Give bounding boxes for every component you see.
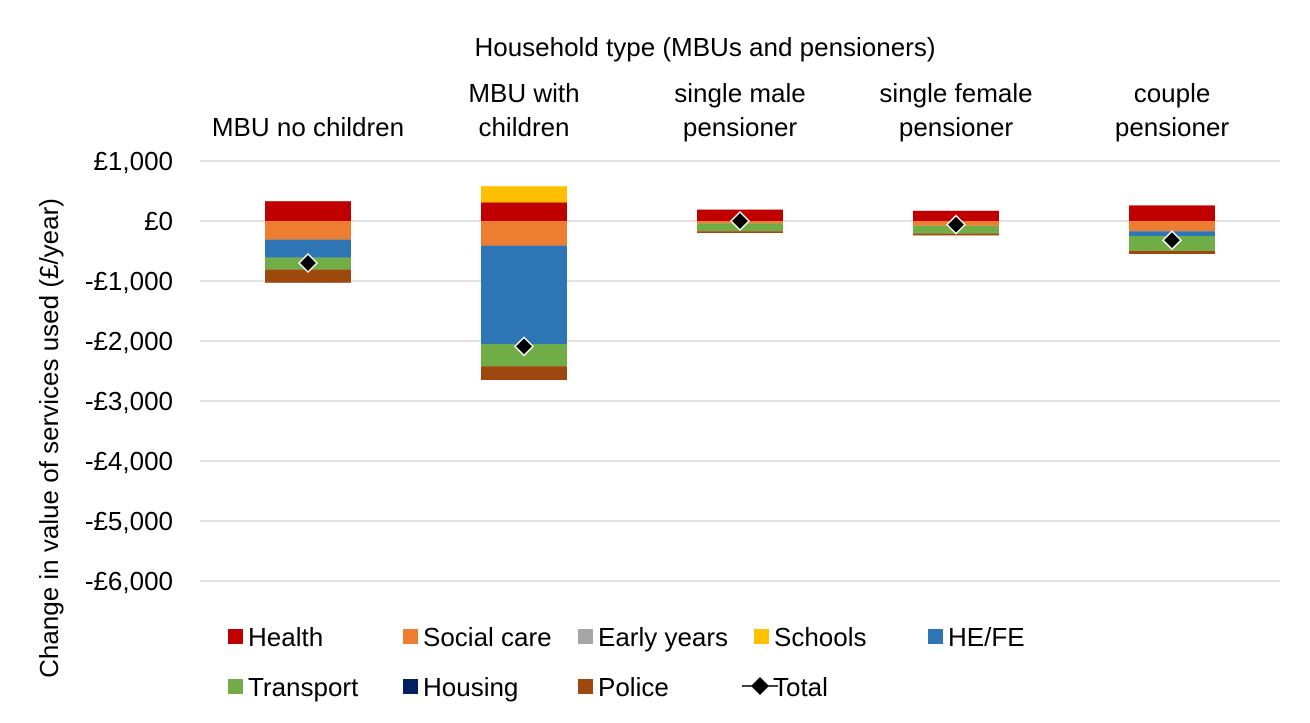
y-tick-label: -£4,000: [85, 446, 173, 476]
bar-segment-health: [481, 202, 567, 221]
legend-label: Social care: [423, 622, 552, 652]
y-tick-label: £0: [144, 206, 173, 236]
legend: Health Social care Early years Schools HE/FE…: [228, 622, 1025, 702]
gridlines: [200, 160, 1280, 582]
category-label: single male: [674, 78, 806, 108]
category-label: pensioner: [1115, 112, 1230, 142]
legend-swatch: [228, 679, 243, 694]
legend-label: HE/FE: [948, 622, 1025, 652]
legend-label: Health: [248, 622, 323, 652]
legend-label: Transport: [248, 672, 359, 702]
y-tick-label: -£6,000: [85, 566, 173, 596]
category-label: pensioner: [899, 112, 1014, 142]
total-marker: [945, 214, 967, 235]
category-label: single female: [879, 78, 1032, 108]
y-tick-label: £1,000: [93, 146, 173, 176]
y-tick-label: -£5,000: [85, 506, 173, 536]
bar-segment-he-fe: [481, 245, 567, 344]
category-label: couple: [1134, 78, 1211, 108]
legend-swatch: [578, 629, 593, 644]
legend-label: Schools: [774, 622, 867, 652]
legend-swatch: [403, 679, 418, 694]
legend-total-marker: [751, 677, 769, 695]
bar-segment-police: [265, 269, 351, 283]
bar-segment-health: [1129, 205, 1215, 221]
total-marker: [513, 336, 535, 357]
chart-title: Household type (MBUs and pensioners): [474, 32, 935, 62]
category-label: MBU no children: [212, 112, 404, 142]
legend-swatch: [578, 679, 593, 694]
legend-label: Housing: [423, 672, 518, 702]
y-axis-title: Change in value of services used (£/year…: [34, 198, 64, 678]
total-marker: [729, 210, 751, 232]
legend-swatch: [403, 629, 418, 644]
y-tick-label: -£3,000: [85, 386, 173, 416]
bar-segment-schools: [481, 186, 567, 203]
bar-segment-police: [1129, 251, 1215, 254]
bar-segment-social-care: [265, 221, 351, 240]
legend-label: Police: [598, 672, 669, 702]
bar-segment-social-care: [481, 221, 567, 246]
category-label: MBU with: [468, 78, 579, 108]
bar-segment-police: [481, 366, 567, 380]
y-tick-label: -£2,000: [85, 326, 173, 356]
total-marker: [1161, 230, 1183, 251]
category-label: pensioner: [683, 112, 798, 142]
legend-swatch: [754, 629, 769, 644]
category-labels: MBU no children MBU with children single ma…: [212, 78, 1230, 142]
bar-segment-police: [697, 231, 783, 233]
category-label: children: [478, 112, 569, 142]
legend-swatch: [928, 629, 943, 644]
legend-label: Total: [773, 672, 828, 702]
legend-swatch: [228, 629, 243, 644]
bar-segment-social-care: [1129, 221, 1215, 232]
y-tick-label: -£1,000: [85, 266, 173, 296]
total-marker: [297, 252, 319, 274]
total-markers: [297, 210, 1183, 357]
bar-segment-health: [265, 201, 351, 221]
y-tick-labels: £1,000 £0 -£1,000 -£2,000 -£3,000 -£4,000 -£5,…: [85, 146, 173, 596]
legend-label: Early years: [598, 622, 728, 652]
bar-segment-he-fe: [265, 239, 351, 258]
